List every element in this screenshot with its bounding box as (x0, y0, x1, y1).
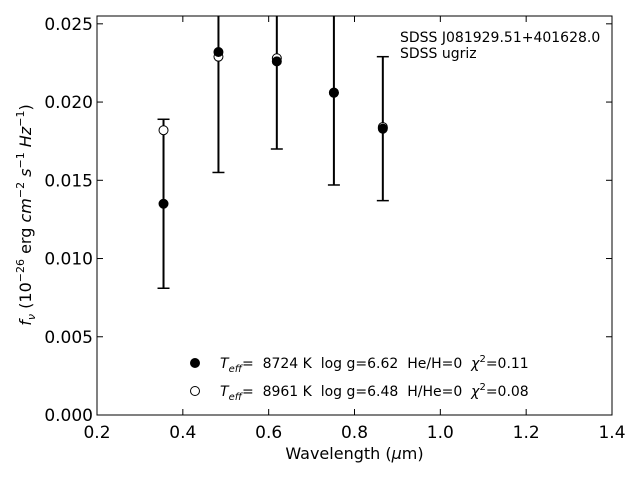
legend-body-1: = 8724 K log g=6.62 He/H=0 (242, 356, 471, 372)
legend-teff-sub-1: eff (229, 364, 244, 375)
legend-chi-sup-1: 2 (479, 354, 485, 365)
y-label-cm: cm (16, 198, 35, 222)
legend-label-1: Teff= 8724 K log g=6.62 He/H=0 χ2=0.11 (220, 354, 529, 375)
y-tick-label: 0.015 (44, 171, 93, 191)
data-point-filled (328, 87, 339, 98)
legend-teff-sub-2: eff (229, 392, 244, 403)
y-label-hz: Hz (16, 126, 35, 152)
y-label-exp2: −2 (14, 182, 27, 198)
legend-marker-filled (190, 358, 200, 368)
x-axis-label-unit-rest: m) (402, 444, 424, 463)
legend-chi-symbol-2: χ (470, 384, 480, 400)
y-tick-label: 0.000 (44, 406, 93, 426)
legend-teff-symbol-1: T (220, 356, 230, 372)
legend-chi-value-1: =0.11 (486, 356, 529, 372)
x-axis-label-prefix: Wavelength ( (285, 444, 391, 463)
legend-teff-symbol-2: T (220, 384, 230, 400)
y-label-exp3: −1 (14, 152, 27, 168)
y-tick-label: 0.025 (44, 15, 93, 35)
data-point-filled (271, 56, 282, 67)
data-point-filled (158, 198, 169, 209)
legend-body-2: = 8961 K log g=6.48 H/He=0 (242, 384, 471, 400)
annotation-line-2: SDSS ugriz (400, 46, 477, 62)
y-tick-label: 0.020 (44, 93, 93, 113)
plot-frame (96, 15, 613, 416)
y-tick-label: 0.005 (44, 328, 93, 348)
y-label-erg: erg (16, 223, 35, 259)
x-axis-label-unit-symbol: μ (391, 444, 402, 463)
legend-item-1: Teff= 8724 K log g=6.62 He/H=0 χ2=0.11 (190, 354, 529, 375)
y-label-close: ) (16, 104, 35, 110)
y-label-exp4: −1 (14, 111, 27, 127)
y-label-s: s (16, 169, 35, 182)
legend-label-2: Teff= 8961 K log g=6.48 H/He=0 χ2=0.08 (220, 382, 529, 403)
ticks-layer: 0.2 0.4 0.6 0.8 1.0 1.2 1.4 0.000 0.005 0.010 0.01… (44, 15, 625, 443)
y-tick-label: 0.010 (44, 250, 93, 270)
legend-item-2: Teff= 8961 K log g=6.48 H/He=0 χ2=0.08 (190, 382, 529, 403)
x-tick-label: 1.0 (427, 423, 454, 443)
legend-marker-open (190, 386, 200, 396)
y-label-open: (10 (16, 282, 35, 314)
y-label-sub: ν (25, 314, 38, 320)
x-tick-label: 0.6 (255, 423, 282, 443)
annotation-line-1: SDSS J081929.51+401628.0 (400, 30, 600, 46)
annotation-group: SDSS J081929.51+401628.0 SDSS ugriz (400, 30, 600, 62)
legend-chi-value-2: =0.08 (486, 384, 529, 400)
plot-area (97, 16, 612, 415)
data-point-open (158, 125, 169, 136)
y-label-f: f (16, 318, 35, 326)
data-point-filled (377, 123, 388, 134)
marker-layer (158, 46, 388, 209)
data-point-filled (213, 46, 224, 57)
x-tick-label: 0.2 (83, 423, 110, 443)
y-label-exp1: −26 (14, 259, 27, 282)
legend-chi-symbol-1: χ (470, 356, 480, 372)
x-tick-label: 1.2 (513, 423, 540, 443)
x-tick-label: 0.4 (169, 423, 196, 443)
legend: Teff= 8724 K log g=6.62 He/H=0 χ2=0.11 T… (190, 354, 529, 403)
x-tick-label: 0.8 (341, 423, 368, 443)
x-axis-label: Wavelength (μm) (285, 444, 423, 463)
legend-chi-sup-2: 2 (479, 382, 485, 393)
x-tick-label: 1.4 (598, 423, 625, 443)
y-axis-label: fν (10−26 erg cm−2 s−1 Hz−1) (14, 104, 38, 325)
